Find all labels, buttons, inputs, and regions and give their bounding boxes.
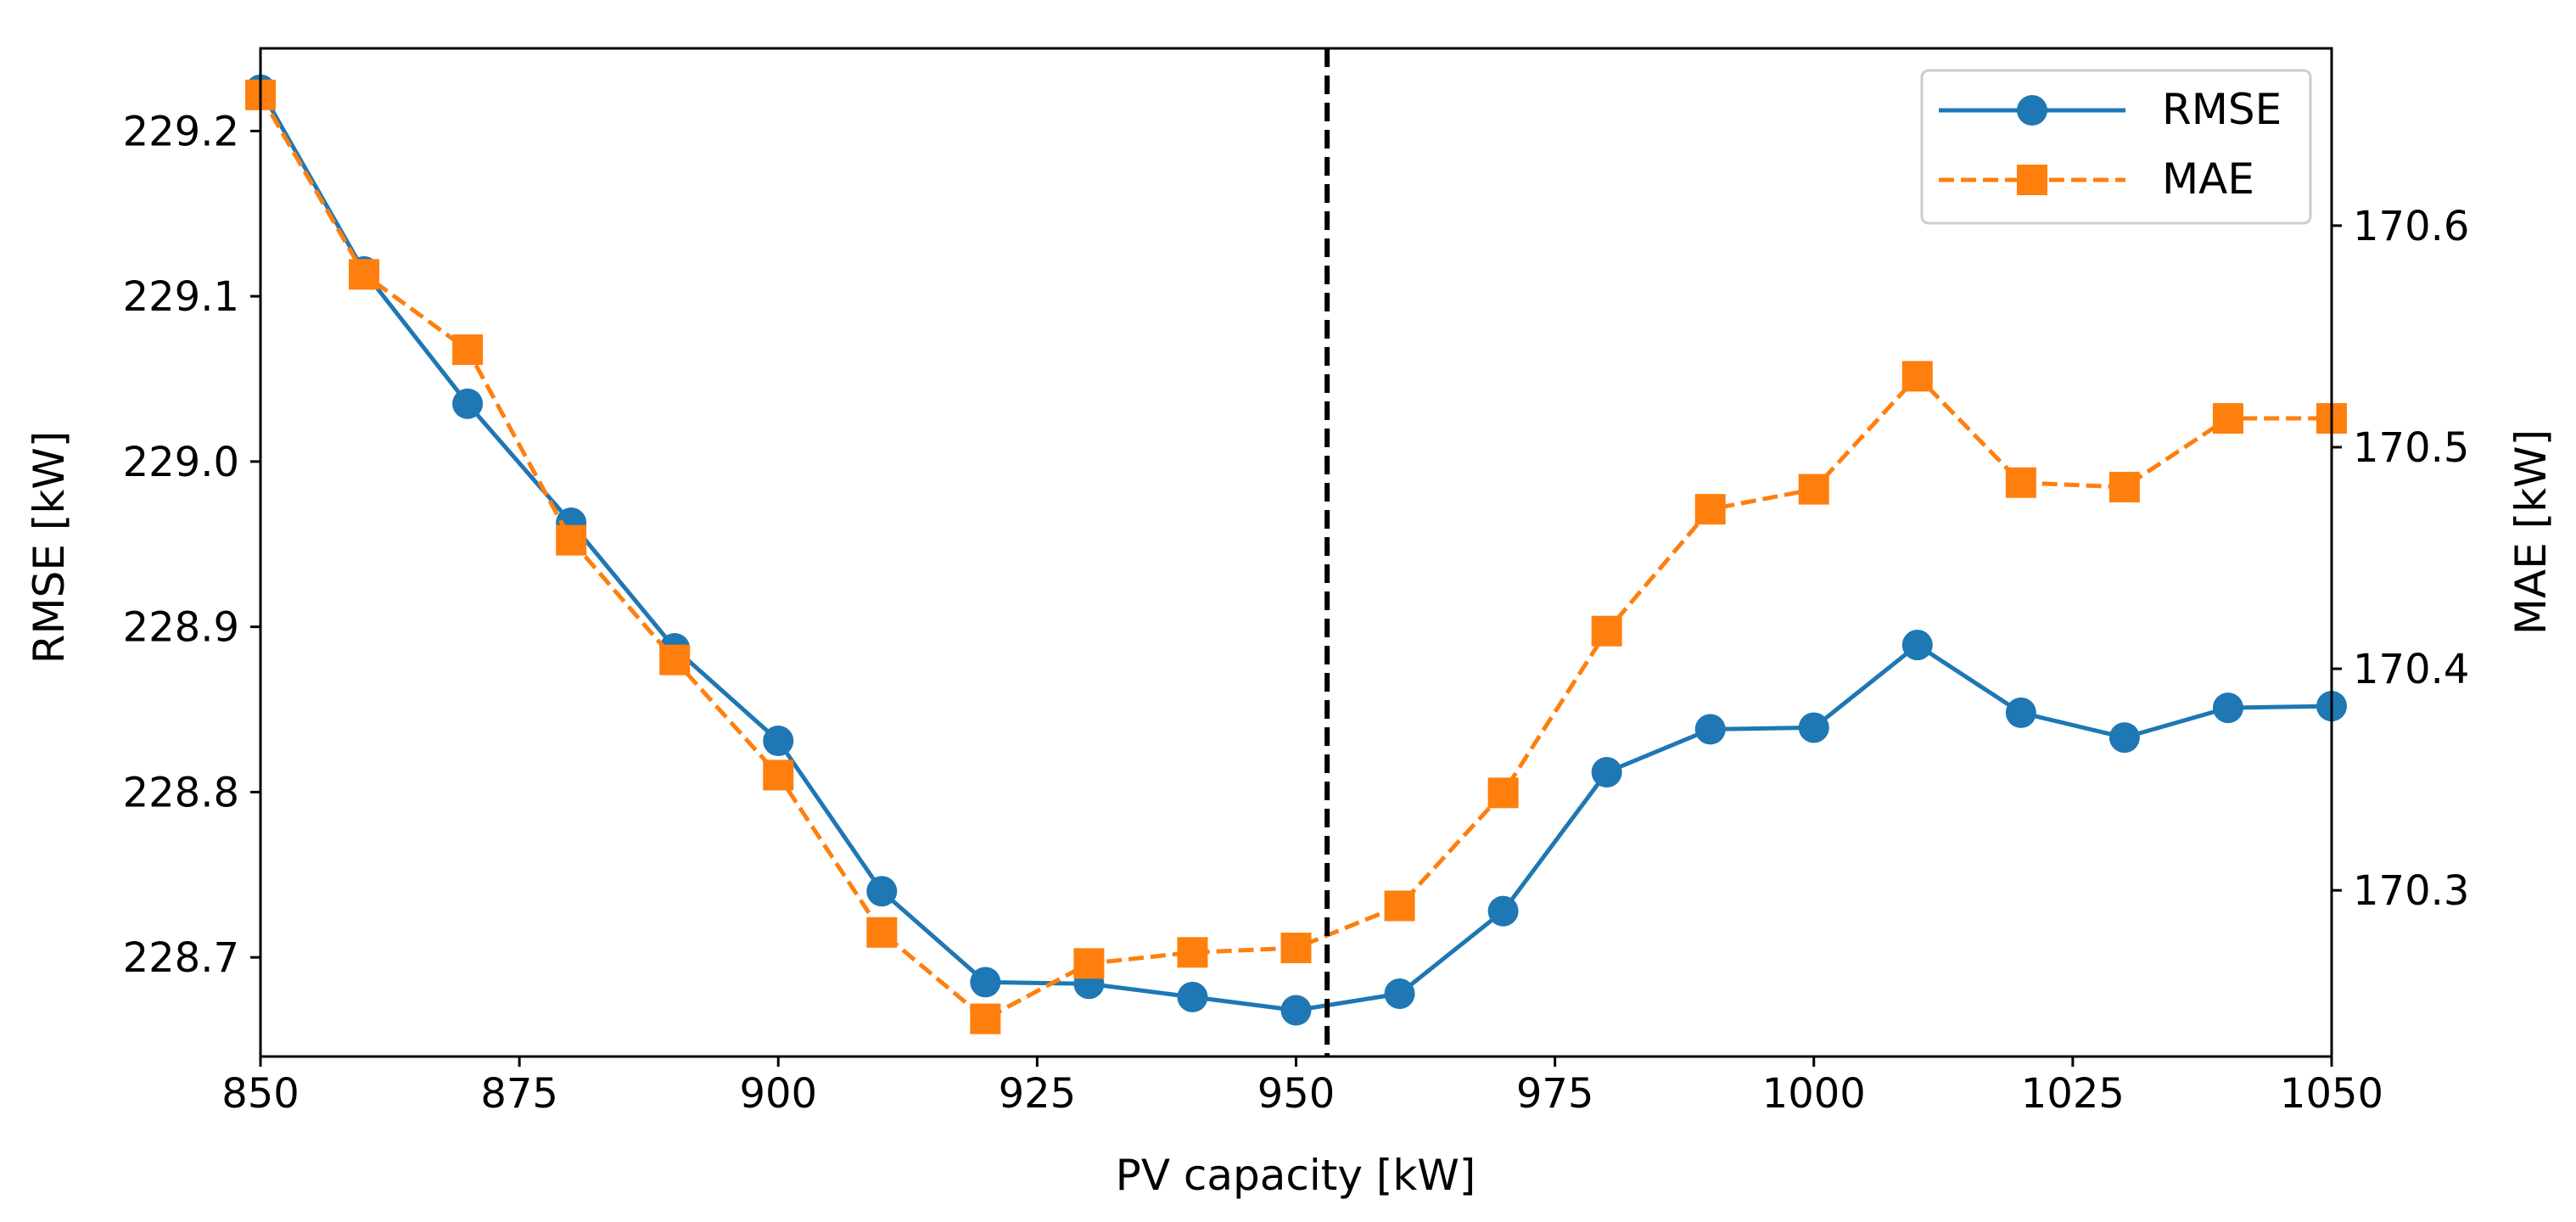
- mae-point: [1384, 890, 1415, 922]
- rmse-point: [452, 388, 484, 419]
- x-tick-label: 900: [739, 1070, 817, 1118]
- mae-point: [1177, 937, 1208, 968]
- rmse-point: [1694, 714, 1726, 745]
- rmse-point: [1177, 981, 1208, 1012]
- mae-point: [1280, 933, 1312, 964]
- x-tick-label: 875: [480, 1070, 558, 1118]
- mae-point: [1694, 494, 1726, 525]
- rmse-point: [1798, 712, 1829, 743]
- y-right-tick-label: 170.4: [2353, 646, 2469, 693]
- rmse-point: [866, 876, 898, 907]
- rmse-point: [1487, 895, 1519, 927]
- rmse-point: [970, 967, 1001, 998]
- y-axis-label-left: RMSE [kW]: [25, 431, 74, 664]
- mae-point: [1798, 474, 1829, 505]
- mae-point: [1073, 948, 1105, 979]
- axes: 850 875 900 925 950 975 1000 1025 1050 228.7 228.8…: [123, 47, 2469, 1118]
- x-tick-label: 1025: [2021, 1070, 2125, 1118]
- mae-point: [2005, 467, 2036, 498]
- rmse-point: [2005, 697, 2036, 728]
- plot-area: [245, 74, 2347, 1034]
- rmse-point: [1591, 757, 1622, 788]
- mae-point: [763, 760, 794, 791]
- y-left-tick-label: 229.0: [123, 439, 239, 486]
- mae-point: [2212, 403, 2243, 434]
- x-tick-label: 975: [1516, 1070, 1594, 1118]
- x-tick-label: 1050: [2280, 1070, 2383, 1118]
- x-tick-label: 950: [1257, 1070, 1336, 1118]
- mae-point: [349, 259, 380, 290]
- y-right-tick-label: 170.5: [2353, 424, 2469, 472]
- y-left-tick-label: 228.9: [123, 604, 239, 652]
- mae-point: [1591, 615, 1622, 647]
- y-left-tick-label: 229.1: [123, 273, 239, 321]
- rmse-point: [763, 726, 794, 757]
- mae-point: [866, 916, 898, 948]
- y-right-tick-label: 170.3: [2353, 867, 2469, 915]
- y-right-tick-label: 170.6: [2353, 203, 2469, 250]
- mae-point: [1487, 777, 1519, 809]
- mae-point: [659, 644, 691, 675]
- legend: RMSE MAE: [1920, 69, 2312, 225]
- mae-point: [556, 524, 587, 556]
- legend-rmse-label: RMSE: [2162, 85, 2282, 134]
- y-axis-label-right: MAE [kW]: [2506, 429, 2556, 635]
- x-tick-label: 1000: [1762, 1070, 1866, 1118]
- rmse-point: [1384, 978, 1415, 1009]
- y-left-tick-label: 229.2: [123, 108, 239, 155]
- rmse-point: [2212, 692, 2243, 724]
- x-tick-label: 850: [221, 1070, 300, 1118]
- rmse-point: [2108, 722, 2140, 754]
- rmse-point: [1901, 630, 1933, 661]
- y-left-tick-label: 228.8: [123, 769, 239, 816]
- mae-point: [970, 1003, 1001, 1034]
- x-tick-label: 925: [999, 1070, 1077, 1118]
- mae-point: [452, 334, 484, 366]
- mae-point: [1901, 361, 1933, 392]
- x-axis-label: PV capacity [kW]: [1116, 1151, 1476, 1200]
- mae-point: [2108, 471, 2140, 502]
- legend-mae-label: MAE: [2162, 154, 2254, 204]
- y-left-tick-label: 228.7: [123, 934, 239, 982]
- rmse-point: [1280, 995, 1312, 1026]
- legend-mae-marker: [2017, 165, 2047, 195]
- legend-rmse-marker: [2017, 95, 2047, 126]
